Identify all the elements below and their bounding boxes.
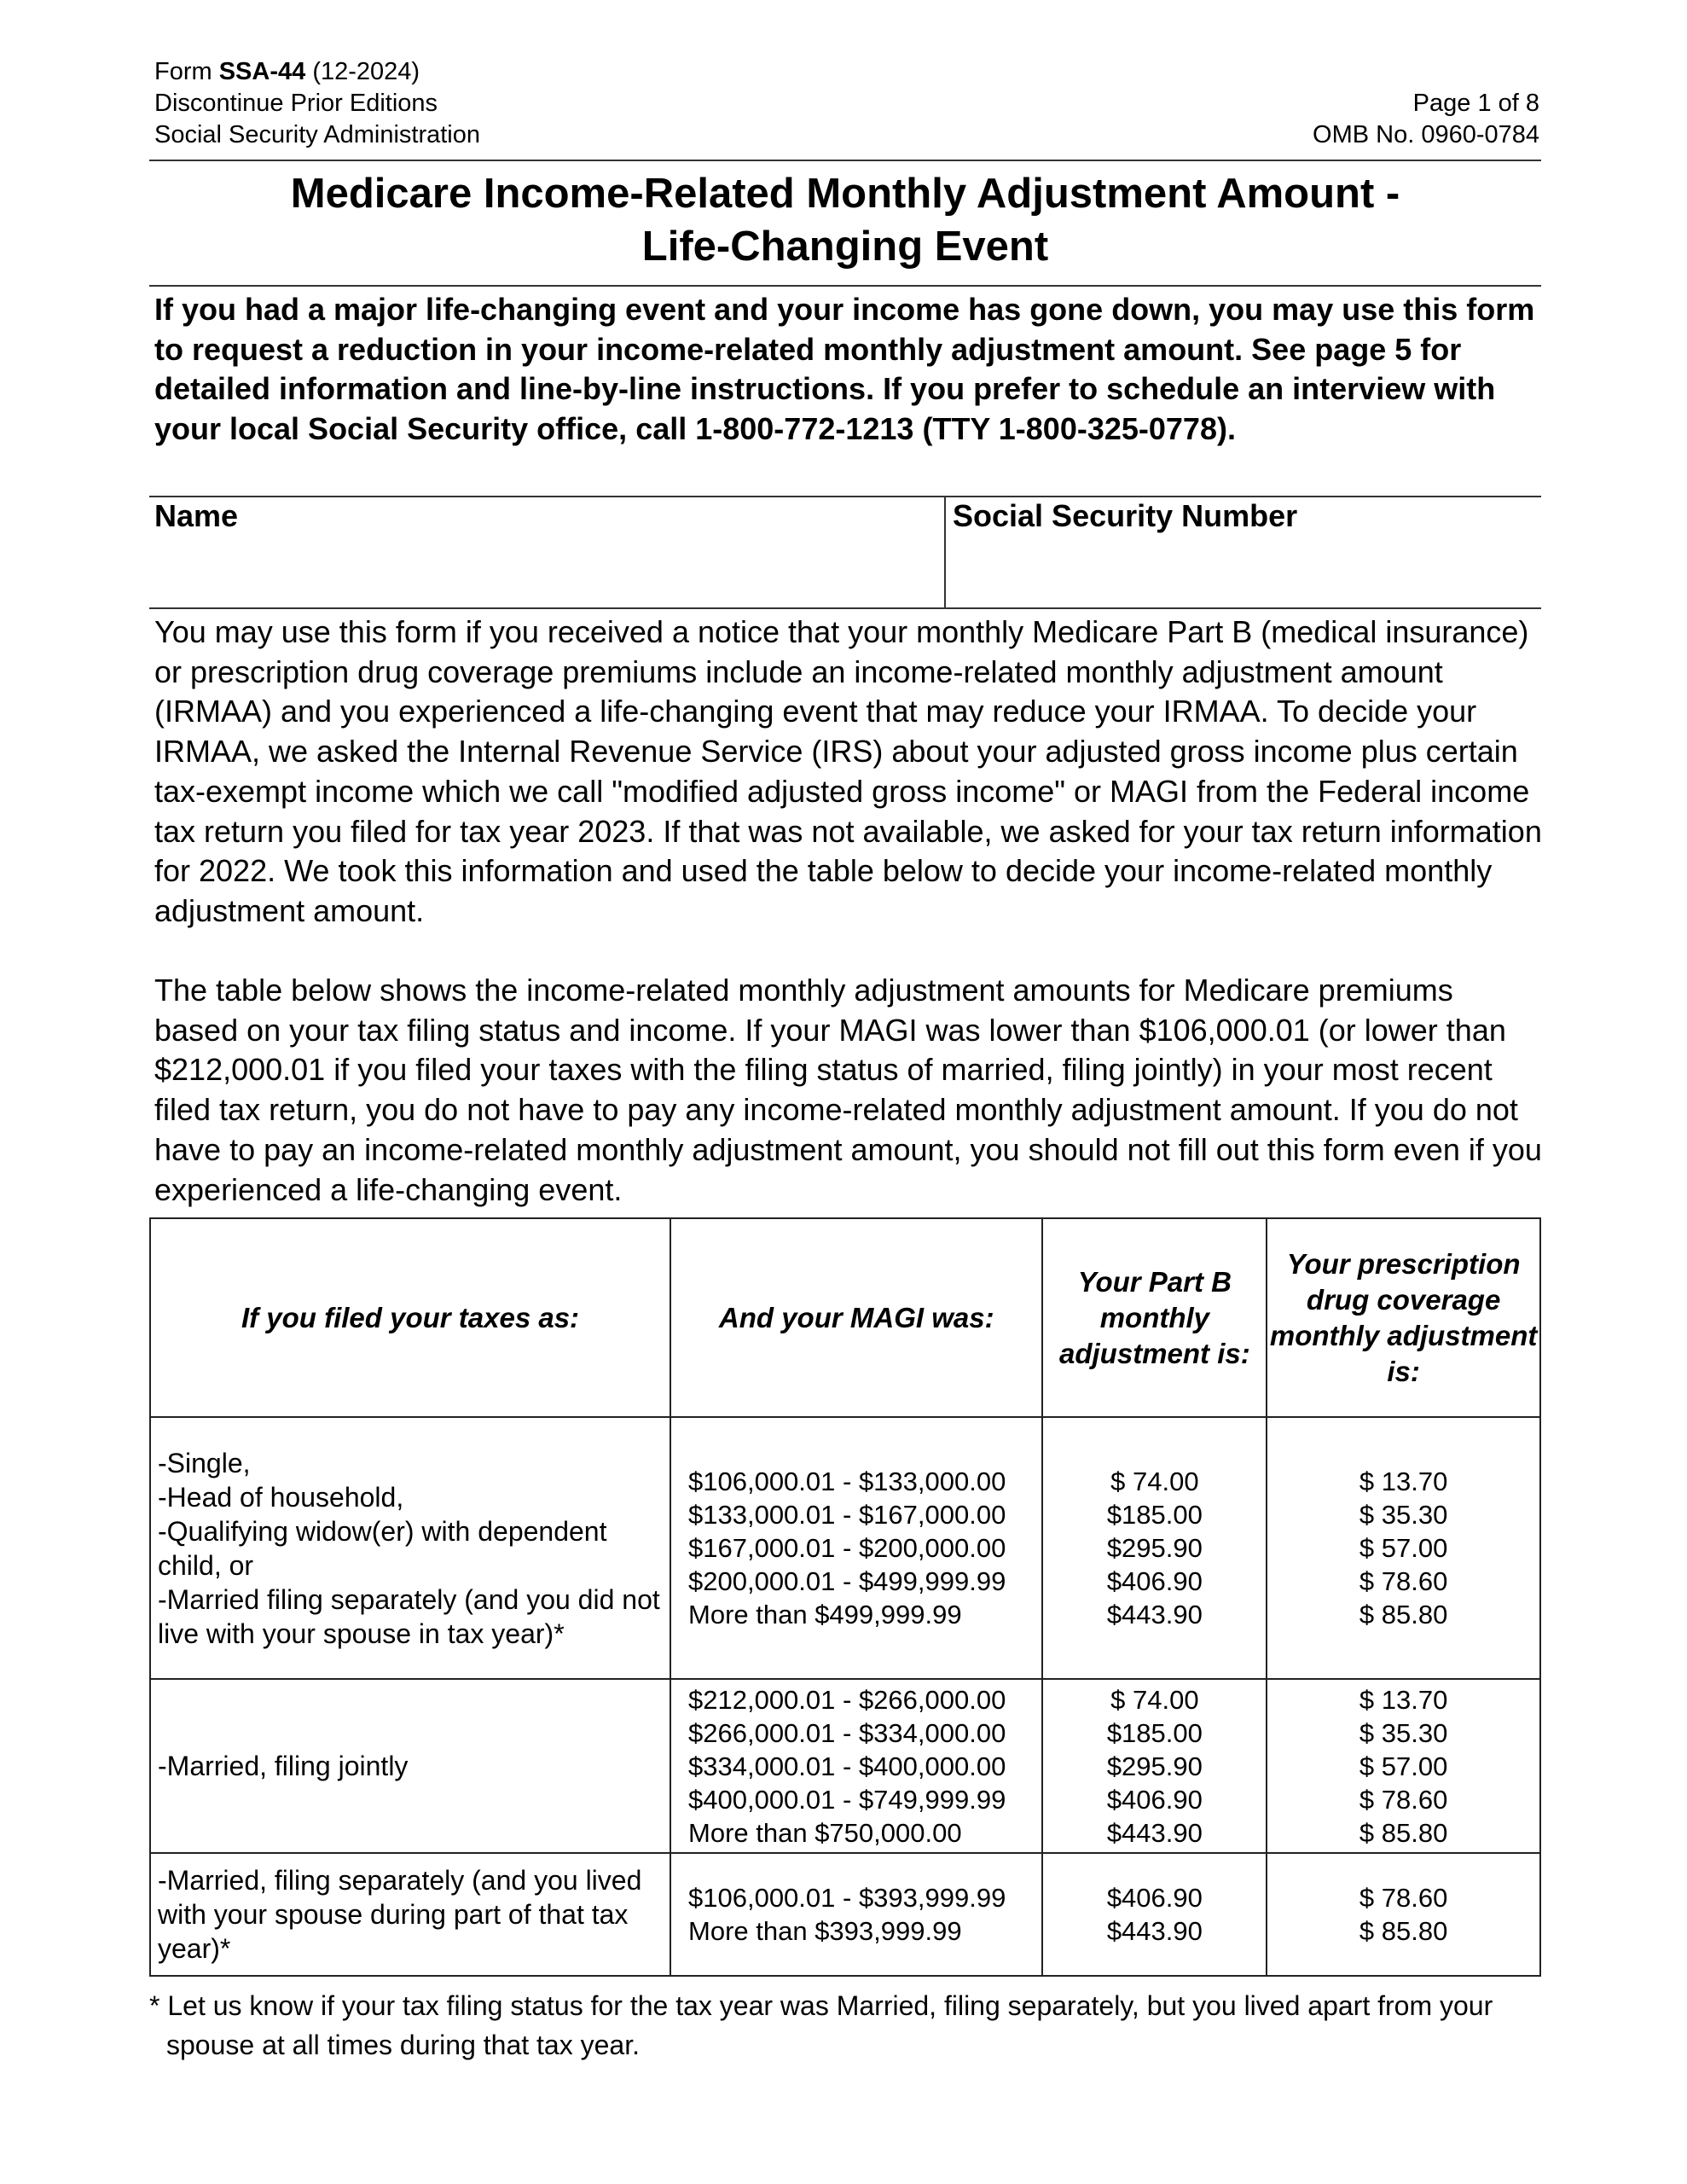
name-label: Name: [154, 498, 239, 533]
part-b-cell: $ 74.00 $185.00 $295.90 $406.90 $443.90: [1041, 1416, 1268, 1680]
ssn-field[interactable]: Social Security Number: [946, 497, 1541, 607]
name-field[interactable]: Name: [149, 497, 944, 607]
table-row: -Single, -Head of household, -Qualifying…: [149, 1416, 1541, 1680]
drug-cell: $ 13.70 $ 35.30 $ 57.00 $ 78.60 $ 85.80: [1266, 1678, 1541, 1854]
status-item: -Married, filing separately (and you liv…: [158, 1865, 642, 1964]
form-prefix: Form: [154, 58, 219, 85]
eligibility-paragraph: You may use this form if you received a …: [154, 614, 1542, 928]
form-number: SSA-44: [218, 58, 306, 85]
omb-number: OMB No. 0960-0784: [1313, 121, 1539, 148]
part-b-amount: $295.90: [1106, 1533, 1203, 1563]
page-title: Medicare Income-Related Monthly Adjustme…: [149, 167, 1541, 273]
part-b-amount: $406.90: [1106, 1784, 1203, 1815]
header-magi: And your MAGI was:: [669, 1217, 1044, 1418]
header-filing-status: If you filed your taxes as:: [149, 1217, 671, 1418]
table-explanation-paragraph: The table below shows the income-related…: [154, 973, 1542, 1207]
page-number: Page 1 of 8: [1412, 90, 1539, 117]
irmaa-table: If you filed your taxes as: And your MAG…: [149, 1217, 1541, 1977]
magi-range: $106,000.01 - $393,999.99: [688, 1883, 1006, 1913]
status-item: -Head of household,: [158, 1481, 404, 1513]
status-item: -Married, filing jointly: [158, 1751, 409, 1781]
part-b-cell: $ 74.00 $185.00 $295.90 $406.90 $443.90: [1041, 1678, 1268, 1854]
drug-amount: $ 78.60: [1359, 1566, 1448, 1596]
drug-amount: $ 57.00: [1359, 1751, 1448, 1781]
drug-amount: $ 78.60: [1359, 1883, 1448, 1913]
filing-status-cell: -Married, filing separately (and you liv…: [149, 1852, 671, 1977]
table-row: -Married, filing jointly $212,000.01 - $…: [149, 1678, 1541, 1854]
status-item: -Qualifying widow(er) with dependent chi…: [158, 1515, 607, 1581]
part-b-amount: $406.90: [1106, 1566, 1203, 1596]
part-b-amount: $295.90: [1106, 1751, 1203, 1781]
drug-amount: $ 35.30: [1359, 1717, 1448, 1748]
page-info: Page 1 of 8 OMB No. 0960-0784: [1313, 88, 1539, 151]
form-identifier: Form SSA-44 (12-2024) Discontinue Prior …: [154, 56, 480, 151]
magi-range: $106,000.01 - $133,000.00: [688, 1467, 1006, 1496]
drug-amount: $ 85.80: [1359, 1916, 1448, 1946]
drug-amount: $ 85.80: [1359, 1817, 1448, 1848]
magi-range: More than $750,000.00: [688, 1817, 962, 1848]
magi-range: $133,000.01 - $167,000.00: [688, 1500, 1006, 1530]
magi-range: $266,000.01 - $334,000.00: [688, 1717, 1006, 1748]
filing-status-cell: -Single, -Head of household, -Qualifying…: [149, 1416, 671, 1680]
part-b-amount: $185.00: [1106, 1717, 1203, 1748]
title-line-1: Medicare Income-Related Monthly Adjustme…: [290, 171, 1400, 217]
part-b-amount: $ 74.00: [1110, 1684, 1199, 1715]
title-line-2: Life-Changing Event: [641, 224, 1049, 270]
intro-text: If you had a major life-changing event a…: [154, 292, 1535, 446]
magi-range: $167,000.01 - $200,000.00: [688, 1533, 1006, 1563]
magi-cell: $212,000.01 - $266,000.00 $266,000.01 - …: [669, 1678, 1044, 1854]
status-item: -Married filing separately (and you did …: [158, 1583, 660, 1649]
field-divider: [944, 497, 946, 607]
footnote: * Let us know if your tax filing status …: [149, 1990, 1493, 2060]
magi-range: $212,000.01 - $266,000.00: [688, 1684, 1006, 1715]
divider: [149, 496, 1541, 497]
divider: [149, 285, 1541, 287]
part-b-amount: $443.90: [1106, 1817, 1203, 1848]
discontinue-notice: Discontinue Prior Editions: [154, 90, 438, 117]
status-item: -Single,: [158, 1447, 251, 1478]
header-drug-coverage: Your prescription drug coverage monthly …: [1266, 1217, 1541, 1418]
divider: [149, 160, 1541, 161]
part-b-amount: $185.00: [1106, 1500, 1203, 1530]
drug-cell: $ 78.60 $ 85.80: [1266, 1852, 1541, 1977]
drug-amount: $ 13.70: [1359, 1467, 1448, 1496]
filing-status-cell: -Married, filing jointly: [149, 1678, 671, 1854]
drug-amount: $ 13.70: [1359, 1684, 1448, 1715]
drug-amount: $ 85.80: [1359, 1600, 1448, 1629]
part-b-amount: $443.90: [1106, 1600, 1203, 1629]
part-b-amount: $406.90: [1106, 1883, 1203, 1913]
magi-range: $400,000.01 - $749,999.99: [688, 1784, 1006, 1815]
magi-range: $200,000.01 - $499,999.99: [688, 1566, 1006, 1596]
magi-range: More than $393,999.99: [688, 1916, 962, 1946]
drug-amount: $ 78.60: [1359, 1784, 1448, 1815]
ssn-label: Social Security Number: [953, 498, 1298, 533]
magi-cell: $106,000.01 - $133,000.00 $133,000.01 - …: [669, 1416, 1044, 1680]
table-header-row: If you filed your taxes as: And your MAG…: [149, 1217, 1541, 1418]
form-edition: (12-2024): [305, 58, 420, 85]
header-part-b: Your Part B monthly adjustment is:: [1041, 1217, 1268, 1418]
magi-cell: $106,000.01 - $393,999.99 More than $393…: [669, 1852, 1044, 1977]
magi-range: $334,000.01 - $400,000.00: [688, 1751, 1006, 1781]
part-b-amount: $ 74.00: [1110, 1467, 1199, 1496]
drug-amount: $ 35.30: [1359, 1500, 1448, 1530]
drug-amount: $ 57.00: [1359, 1533, 1448, 1563]
magi-range: More than $499,999.99: [688, 1600, 962, 1629]
divider: [149, 607, 1541, 609]
drug-cell: $ 13.70 $ 35.30 $ 57.00 $ 78.60 $ 85.80: [1266, 1416, 1541, 1680]
part-b-cell: $406.90 $443.90: [1041, 1852, 1268, 1977]
agency-name: Social Security Administration: [154, 121, 480, 148]
table-row: -Married, filing separately (and you liv…: [149, 1852, 1541, 1977]
part-b-amount: $443.90: [1106, 1916, 1203, 1946]
